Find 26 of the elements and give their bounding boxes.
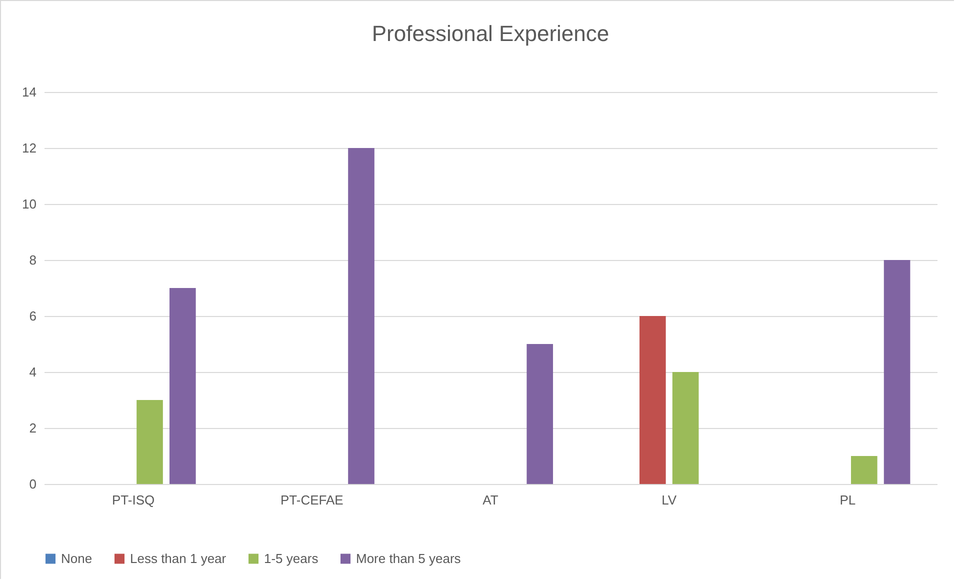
y-tick-label: 0 — [29, 476, 36, 492]
y-tick-label: 8 — [29, 252, 36, 268]
x-tick-label: PT-ISQ — [112, 492, 155, 508]
bar — [526, 344, 554, 484]
y-tick-label: 6 — [29, 308, 36, 324]
y-tick-label: 4 — [29, 364, 36, 380]
bar — [884, 260, 910, 484]
y-tick-label: 14 — [22, 84, 36, 100]
x-tick-label: PT-CEFAE — [280, 492, 344, 508]
y-tick-label: 12 — [22, 140, 36, 156]
chart-title: Professional Experience — [372, 21, 610, 46]
y-tick-label: 10 — [22, 196, 36, 212]
legend-label: None — [61, 550, 92, 566]
legend-label: Less than 1 year — [130, 550, 227, 566]
y-tick-label: 2 — [29, 420, 36, 436]
bar — [169, 288, 196, 484]
bar — [348, 148, 374, 484]
x-tick-label: PL — [840, 492, 856, 508]
bar — [136, 400, 163, 484]
bar — [672, 372, 699, 484]
x-tick-label: LV — [662, 492, 677, 508]
legend-label: More than 5 years — [356, 550, 462, 566]
bar — [850, 456, 878, 484]
bar — [639, 316, 666, 484]
legend-label: 1-5 years — [264, 550, 319, 566]
x-tick-label: AT — [482, 492, 498, 508]
